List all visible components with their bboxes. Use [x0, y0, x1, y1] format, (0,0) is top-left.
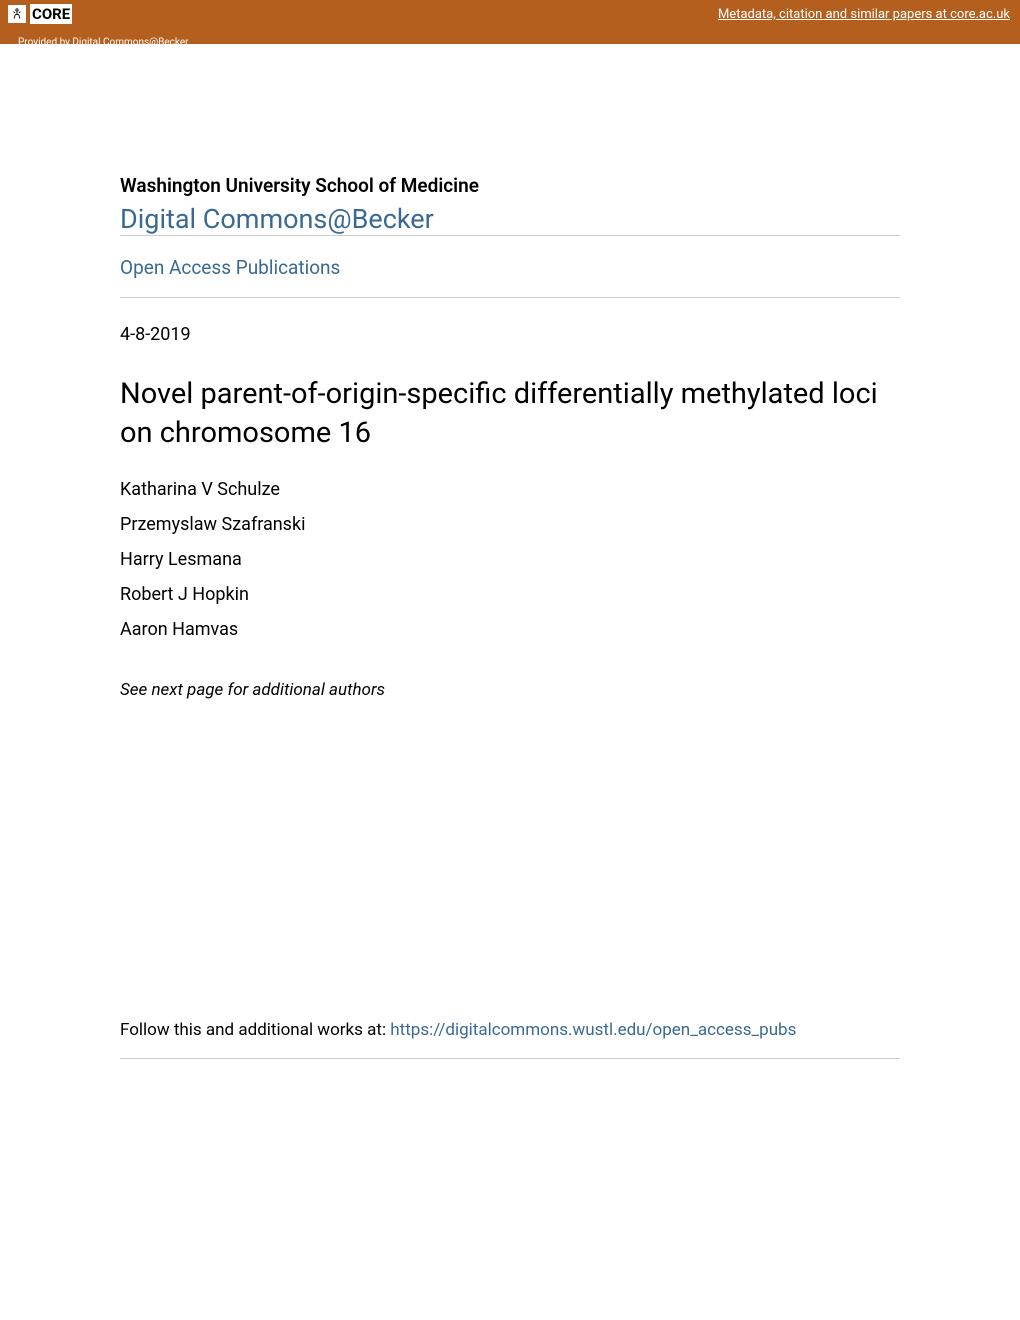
main-content: Washington University School of Medicine…	[0, 44, 1020, 700]
provided-by-text: Provided by Digital Commons@Becker	[18, 37, 189, 48]
divider-1	[120, 235, 900, 236]
follow-label: Follow this and additional works at:	[120, 1020, 390, 1040]
divider-2	[120, 297, 900, 298]
core-brand: CORE	[8, 4, 72, 24]
top-banner: CORE Metadata, citation and similar pape…	[0, 0, 1020, 28]
institution-name: Washington University School of Medicine	[120, 174, 900, 197]
repository-link[interactable]: Digital Commons@Becker	[120, 203, 434, 235]
author-name: Przemyslaw Szafranski	[120, 514, 900, 535]
divider-3	[120, 1058, 900, 1059]
metadata-link[interactable]: Metadata, citation and similar papers at…	[718, 7, 1010, 22]
author-name: Katharina V Schulze	[120, 479, 900, 500]
collection-link[interactable]: Open Access Publications	[120, 256, 900, 279]
author-name: Aaron Hamvas	[120, 619, 900, 640]
author-name: Robert J Hopkin	[120, 584, 900, 605]
paper-title: Novel parent-of-origin-specific differen…	[120, 375, 900, 453]
author-name: Harry Lesmana	[120, 549, 900, 570]
follow-works-link[interactable]: https://digitalcommons.wustl.edu/open_ac…	[390, 1020, 796, 1040]
core-brand-text: CORE	[30, 4, 72, 24]
core-logo-icon	[8, 5, 26, 23]
follow-section: Follow this and additional works at: htt…	[120, 1020, 900, 1059]
publication-date: 4-8-2019	[120, 324, 900, 345]
sub-banner: Provided by Digital Commons@Becker	[0, 28, 1020, 44]
see-next-page: See next page for additional authors	[120, 680, 900, 700]
